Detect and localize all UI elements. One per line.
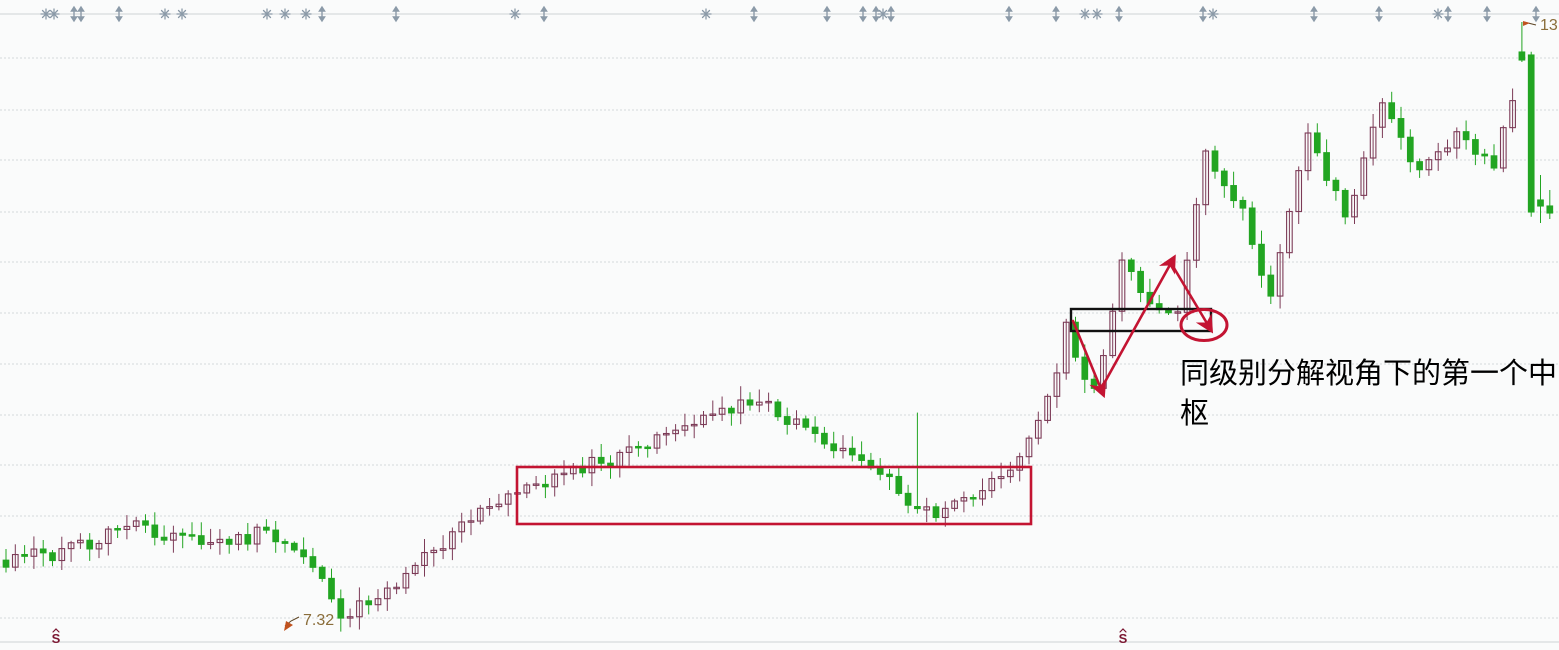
svg-text:13.: 13. [1540, 17, 1559, 34]
svg-text:7.32: 7.32 [303, 612, 334, 629]
svg-text:同级别分解视角下的第一个中: 同级别分解视角下的第一个中 [1180, 357, 1557, 390]
svg-text:S: S [52, 631, 61, 646]
svg-text:枢: 枢 [1180, 397, 1209, 430]
svg-text:S: S [1119, 631, 1128, 646]
